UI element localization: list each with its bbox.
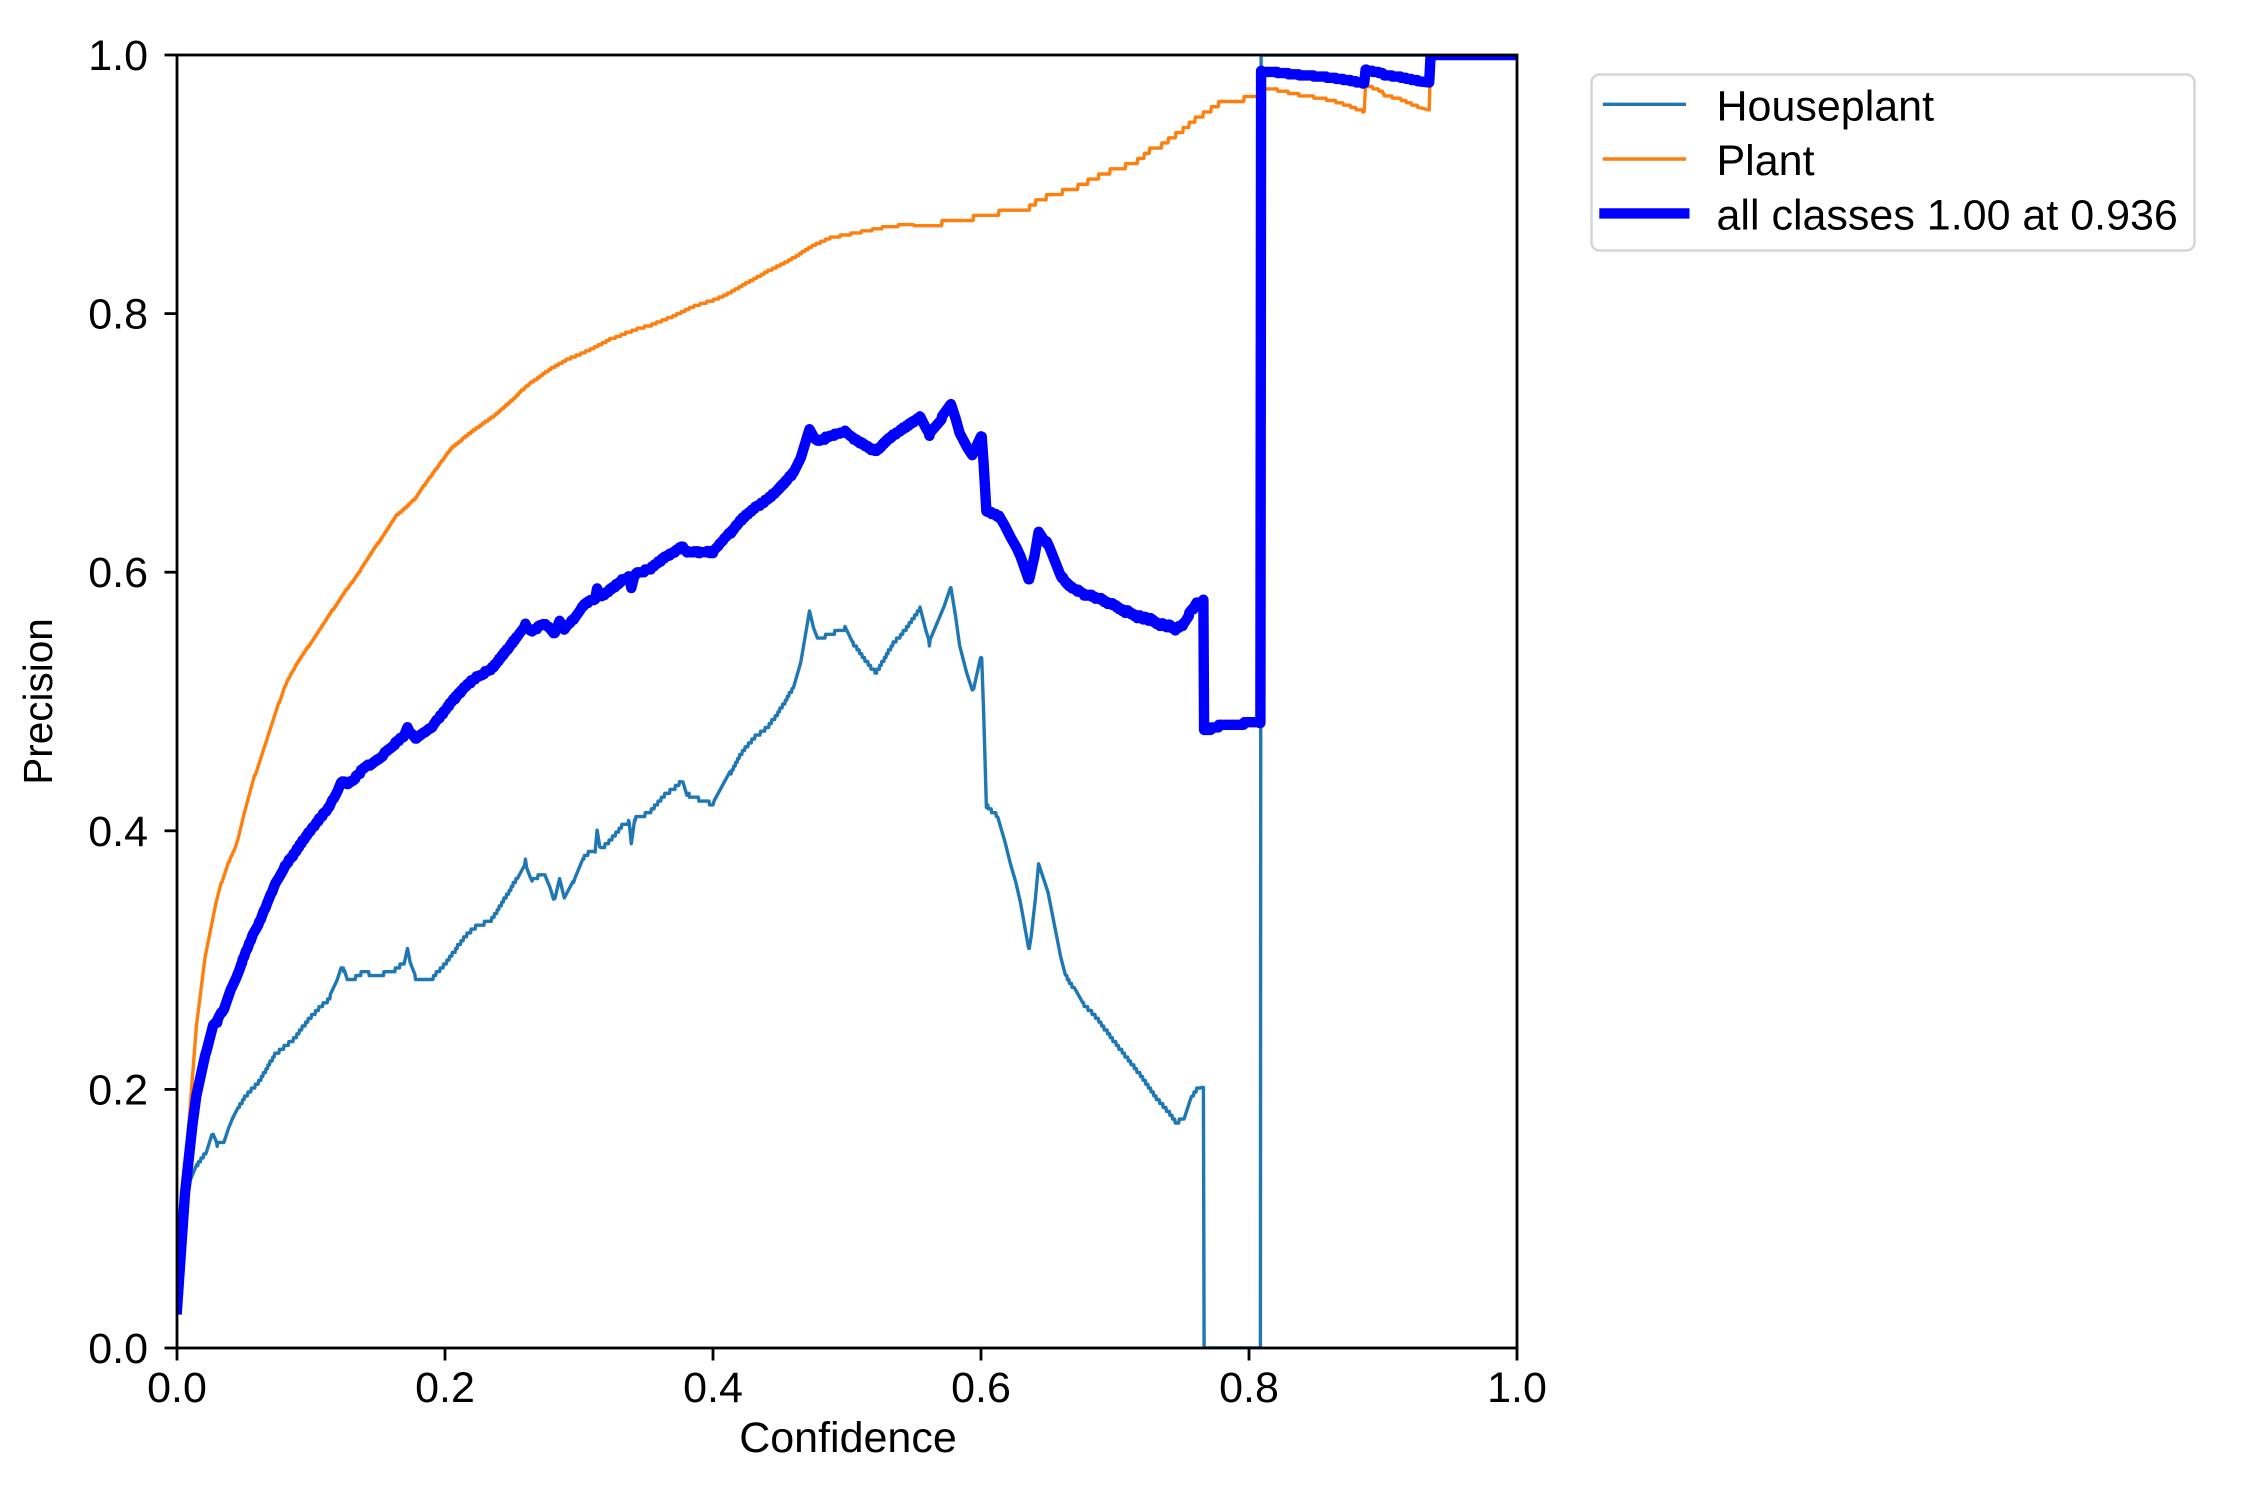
svg-text:0.6: 0.6 [951, 1364, 1011, 1412]
svg-text:Confidence: Confidence [739, 1414, 957, 1462]
svg-text:0.8: 0.8 [1219, 1364, 1279, 1412]
svg-text:all classes 1.00 at 0.936: all classes 1.00 at 0.936 [1717, 192, 2178, 240]
svg-text:Plant: Plant [1717, 137, 1815, 185]
svg-text:0.0: 0.0 [147, 1364, 207, 1412]
svg-text:0.4: 0.4 [88, 808, 148, 856]
svg-text:0.2: 0.2 [415, 1364, 475, 1412]
svg-text:Precision: Precision [15, 618, 61, 785]
svg-text:0.6: 0.6 [88, 549, 148, 597]
svg-text:1.0: 1.0 [1487, 1364, 1547, 1412]
svg-text:Houseplant: Houseplant [1717, 82, 1935, 130]
svg-text:0.2: 0.2 [88, 1066, 148, 1114]
svg-text:1.0: 1.0 [88, 32, 148, 80]
svg-text:0.0: 0.0 [88, 1325, 148, 1373]
svg-text:0.8: 0.8 [88, 291, 148, 339]
svg-text:0.4: 0.4 [683, 1364, 743, 1412]
